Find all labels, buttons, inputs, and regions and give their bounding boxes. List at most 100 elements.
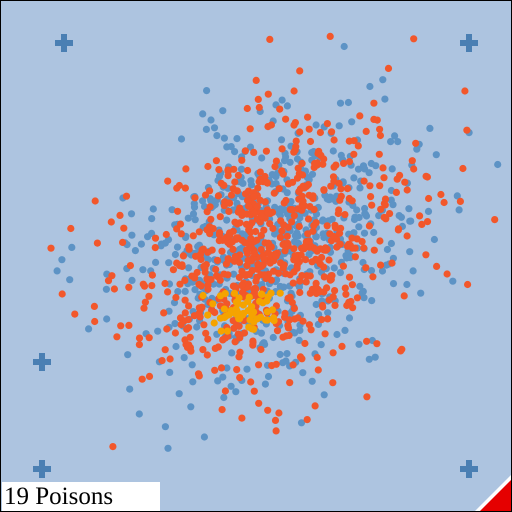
red-dot — [120, 225, 127, 232]
red-dot — [296, 67, 303, 74]
red-dot — [381, 214, 388, 221]
blue-dot — [221, 135, 228, 142]
blue-dot — [341, 43, 348, 50]
red-dot — [242, 147, 249, 154]
red-dot — [206, 230, 213, 237]
red-dot — [289, 299, 296, 306]
red-dot — [342, 291, 349, 298]
red-dot — [370, 100, 377, 107]
red-dot — [377, 262, 384, 269]
red-dot — [67, 225, 74, 232]
blue-dot — [351, 216, 358, 223]
orange-dot — [235, 300, 242, 307]
blue-dot — [203, 87, 210, 94]
red-dot — [361, 178, 368, 185]
red-dot — [195, 370, 202, 377]
red-dot — [235, 172, 242, 179]
blue-dot — [331, 264, 338, 271]
blue-dot — [232, 388, 239, 395]
blue-dot — [85, 325, 92, 332]
marker-top-right — [460, 34, 478, 52]
red-dot — [352, 253, 359, 260]
red-dot — [380, 174, 387, 181]
blue-dot — [152, 259, 159, 266]
red-dot — [409, 157, 416, 164]
red-dot — [219, 406, 226, 413]
red-dot — [286, 379, 293, 386]
orange-dot — [226, 311, 233, 318]
red-dot — [163, 325, 170, 332]
red-dot — [371, 247, 378, 254]
red-dot — [323, 284, 330, 291]
red-dot — [341, 211, 348, 218]
blue-dot — [449, 278, 456, 285]
blue-dot — [228, 383, 235, 390]
red-dot — [271, 190, 278, 197]
red-dot — [281, 247, 288, 254]
blue-dot — [309, 171, 316, 178]
red-dot — [187, 334, 194, 341]
red-dot — [306, 321, 313, 328]
red-dot — [296, 128, 303, 135]
red-dot — [238, 415, 245, 422]
blue-dot — [178, 135, 185, 142]
red-dot — [91, 303, 98, 310]
red-dot — [207, 203, 214, 210]
red-dot — [299, 160, 306, 167]
red-dot — [314, 354, 321, 361]
red-dot — [238, 282, 245, 289]
red-dot — [255, 96, 262, 103]
red-dot — [340, 160, 347, 167]
red-dot — [320, 264, 327, 271]
red-dot — [204, 351, 211, 358]
blue-dot — [128, 210, 135, 217]
red-dot — [207, 216, 214, 223]
red-dot — [116, 212, 123, 219]
red-dot — [204, 286, 211, 293]
blue-dot — [299, 369, 306, 376]
blue-dot — [346, 314, 353, 321]
red-dot — [231, 219, 238, 226]
red-dot — [94, 240, 101, 247]
blue-dot — [220, 394, 227, 401]
red-dot — [346, 195, 353, 202]
blue-dot — [150, 205, 157, 212]
red-dot — [198, 282, 205, 289]
red-dot — [316, 288, 323, 295]
red-dot — [346, 138, 353, 145]
blue-dot — [219, 374, 226, 381]
blue-dot — [309, 378, 316, 385]
red-dot — [329, 379, 336, 386]
red-dot — [289, 206, 296, 213]
red-dot — [125, 284, 132, 291]
red-dot — [152, 235, 159, 242]
blue-dot — [350, 174, 357, 181]
red-dot — [327, 273, 334, 280]
red-dot — [258, 213, 265, 220]
red-corner-triangle-icon[interactable] — [475, 475, 511, 511]
blue-dot — [54, 267, 61, 274]
red-dot — [292, 252, 299, 259]
red-dot — [464, 281, 471, 288]
blue-dot — [136, 410, 143, 417]
red-dot — [437, 191, 444, 198]
blue-dot — [355, 166, 362, 173]
blue-dot — [203, 126, 210, 133]
red-dot — [325, 256, 332, 263]
blue-dot — [333, 331, 340, 338]
blue-dot — [128, 277, 135, 284]
red-dot — [314, 257, 321, 264]
red-dot — [172, 294, 179, 301]
orange-dot — [231, 290, 238, 297]
red-dot — [249, 339, 256, 346]
red-dot — [367, 193, 374, 200]
red-dot — [294, 314, 301, 321]
red-dot — [142, 299, 149, 306]
red-dot — [307, 272, 314, 279]
red-dot — [301, 340, 308, 347]
red-dot — [331, 287, 338, 294]
red-dot — [159, 357, 166, 364]
blue-dot — [283, 350, 290, 357]
blue-dot — [207, 116, 214, 123]
